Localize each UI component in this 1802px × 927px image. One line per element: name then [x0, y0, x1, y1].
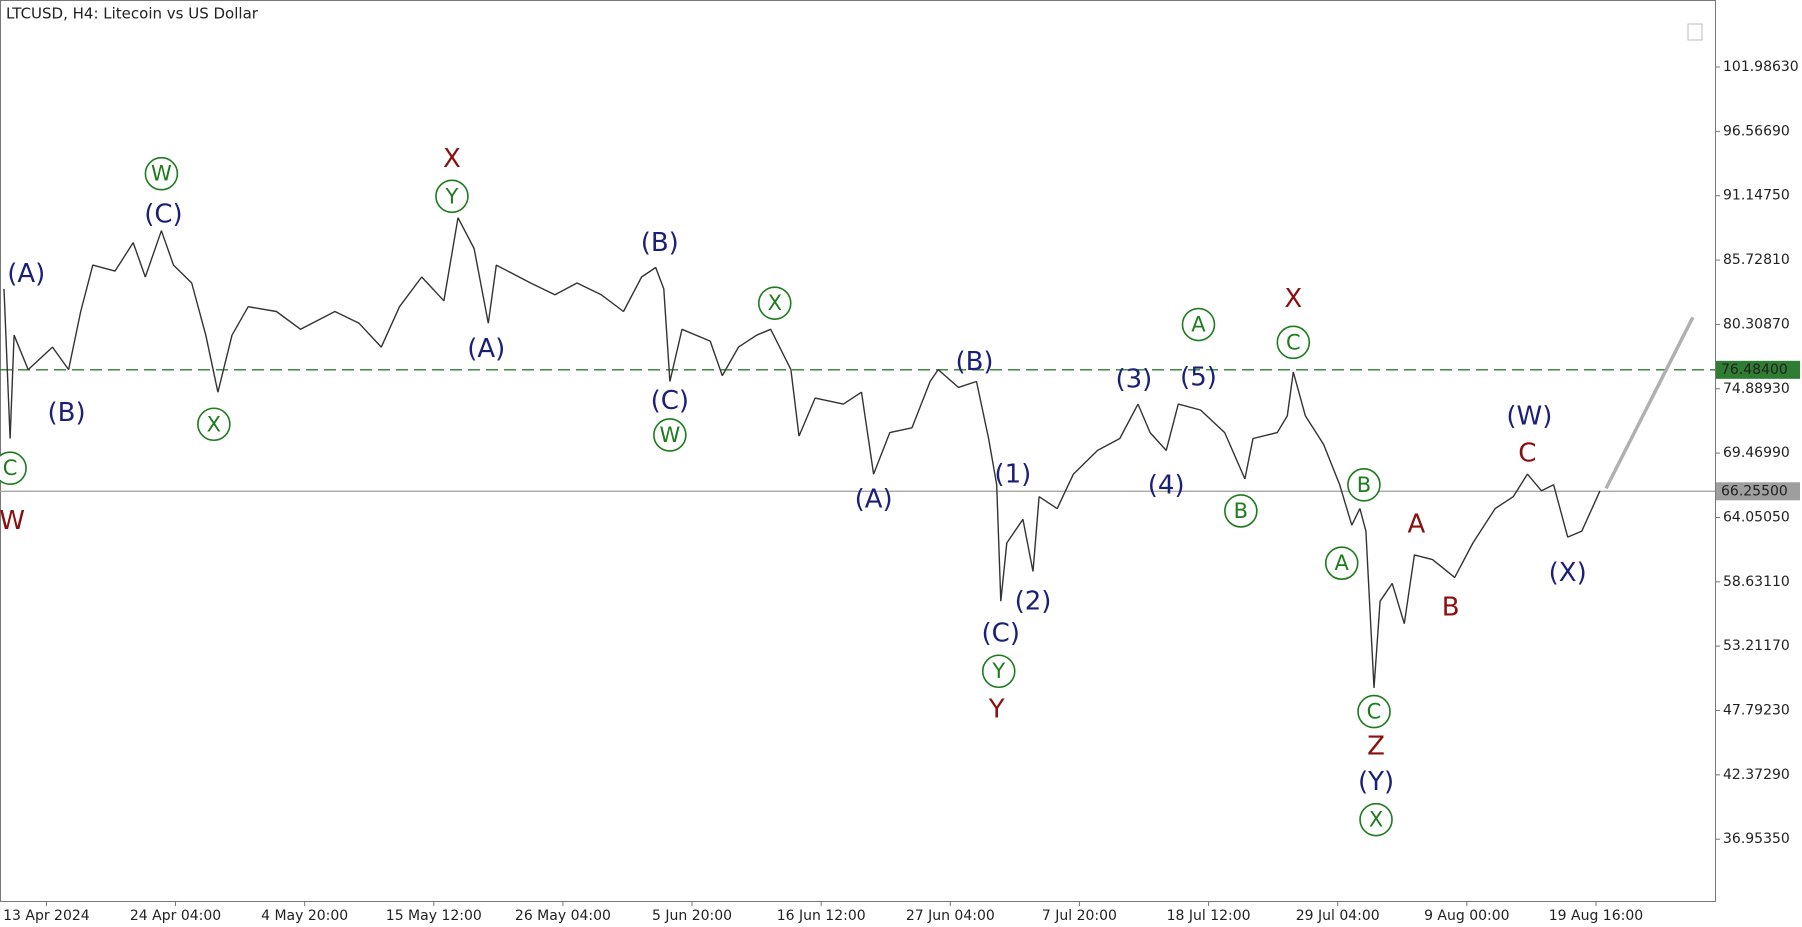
wave-label: X	[1369, 808, 1383, 832]
chart-title: LTCUSD, H4: Litecoin vs US Dollar	[6, 5, 259, 23]
wave-label: Y	[991, 659, 1005, 683]
wave-label: (A)	[467, 334, 505, 364]
price-line	[3, 217, 1601, 688]
x-tick-label: 24 Apr 04:00	[130, 908, 221, 924]
wave-label: C	[1367, 700, 1382, 724]
wave-label: (B)	[48, 398, 86, 428]
wave-circle	[1357, 694, 1391, 729]
price-level-label: 66.25500	[1721, 483, 1788, 499]
wave-label: (A)	[7, 259, 45, 289]
wave-circle	[144, 156, 179, 191]
wave-label: (B)	[955, 347, 993, 377]
wave-label: (W)	[1506, 401, 1552, 431]
x-tick-label: 5 Jun 20:00	[652, 908, 732, 924]
wave-label: (4)	[1148, 470, 1185, 500]
wave-label: X	[443, 144, 461, 174]
y-tick-label: 74.88930	[1723, 381, 1790, 397]
wave-label: (Y)	[1358, 767, 1394, 797]
x-tick-label: 19 Aug 16:00	[1549, 908, 1643, 924]
wave-label: (C)	[144, 200, 182, 230]
wave-circle	[1324, 546, 1359, 580]
y-tick-label: 53.21170	[1723, 638, 1790, 654]
wave-label: A	[1335, 551, 1350, 575]
x-tick-label: 26 May 04:00	[515, 908, 611, 924]
wave-label: C	[3, 456, 18, 480]
x-tick-label: 9 Aug 00:00	[1424, 908, 1510, 924]
wave-circle	[435, 179, 469, 214]
forecast-line	[1604, 316, 1695, 490]
wave-label: W	[151, 162, 172, 186]
plot-frame	[0, 0, 1716, 902]
wave-label: (C)	[651, 386, 689, 416]
wave-label: A	[1191, 313, 1206, 337]
y-tick-label: 101.98630	[1723, 59, 1799, 75]
x-tick-label: 18 Jul 12:00	[1167, 908, 1251, 924]
wave-label: (2)	[1015, 587, 1052, 617]
price-level-tag	[1716, 482, 1800, 501]
wave-circle	[1359, 802, 1393, 837]
wave-label: (X)	[1549, 558, 1587, 588]
wave-label: (C)	[982, 619, 1020, 649]
y-tick-label: 96.56690	[1723, 123, 1790, 139]
y-tick-label: 69.46990	[1723, 445, 1790, 461]
wave-circle	[0, 451, 27, 485]
y-tick-label: 80.30870	[1723, 316, 1790, 332]
y-tick-label: 91.14750	[1723, 188, 1790, 204]
wave-label: X	[207, 412, 221, 436]
wave-label: B	[1234, 499, 1248, 523]
y-tick-label: 42.37290	[1723, 767, 1790, 783]
x-tick-label: 29 Jul 04:00	[1296, 908, 1380, 924]
wave-label: (A)	[855, 485, 893, 515]
price-level-tag	[1716, 360, 1800, 379]
wave-label: X	[768, 291, 782, 315]
x-tick-label: 16 Jun 12:00	[777, 908, 866, 924]
y-tick-label: 58.63110	[1723, 574, 1790, 590]
wave-circle	[1276, 325, 1311, 360]
wave-label: (3)	[1115, 365, 1152, 395]
y-tick-label: 85.72810	[1723, 252, 1790, 268]
y-tick-label: 64.05050	[1723, 509, 1790, 525]
wave-circle	[981, 654, 1016, 689]
trade-icon	[1687, 23, 1703, 41]
wave-label: (B)	[641, 228, 679, 258]
wave-circle	[197, 407, 231, 442]
wave-circle	[653, 418, 687, 452]
wave-label: Z	[1367, 732, 1385, 762]
x-tick-label: 13 Apr 2024	[3, 908, 90, 924]
wave-circle	[757, 286, 792, 320]
x-tick-label: 7 Jul 20:00	[1042, 908, 1117, 924]
x-tick-label: 4 May 20:00	[261, 908, 348, 924]
x-tick-label: 15 May 12:00	[386, 908, 482, 924]
wave-label: B	[1357, 473, 1371, 497]
wave-label: A	[1407, 510, 1425, 540]
price-level-label: 76.48400	[1721, 362, 1788, 378]
wave-circle	[1224, 494, 1258, 528]
y-tick-label: 47.79230	[1723, 703, 1790, 719]
wave-label: (5)	[1180, 362, 1217, 392]
wave-label: W	[659, 423, 680, 447]
wave-circle	[1181, 307, 1216, 342]
wave-label: (1)	[994, 460, 1031, 490]
wave-label: C	[1286, 330, 1301, 354]
wave-label: Y	[445, 184, 459, 208]
wave-label: W	[0, 506, 25, 536]
wave-circle	[1347, 468, 1381, 502]
x-tick-label: 27 Jun 04:00	[906, 908, 995, 924]
wave-label: X	[1284, 284, 1302, 314]
wave-label: B	[1442, 593, 1460, 623]
wave-label: Y	[988, 695, 1005, 725]
y-tick-label: 36.95350	[1723, 831, 1790, 847]
wave-label: C	[1518, 438, 1536, 468]
